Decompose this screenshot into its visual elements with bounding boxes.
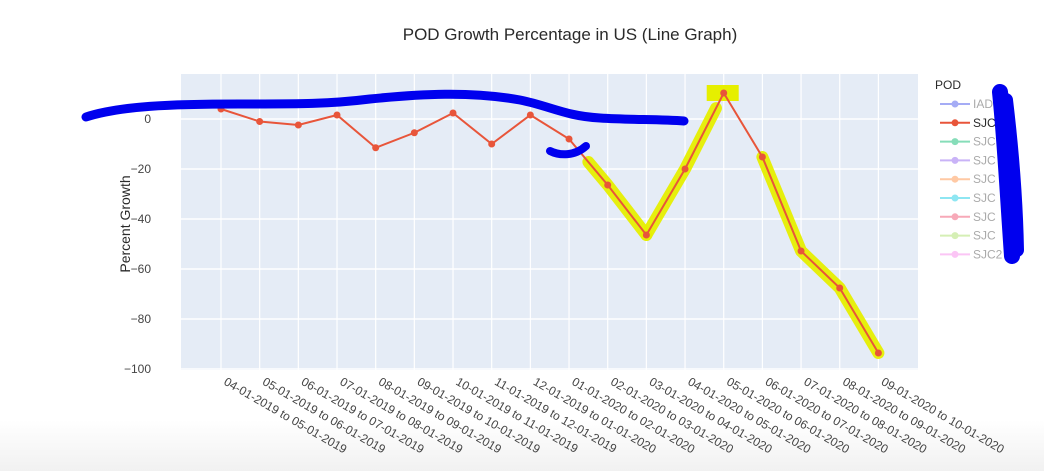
legend-swatch-marker — [951, 194, 959, 202]
legend-item[interactable]: SJC2 — [940, 247, 1003, 261]
data-point[interactable] — [874, 349, 882, 357]
legend-swatch-marker — [951, 138, 959, 146]
legend-item-label[interactable]: IAD — [973, 97, 993, 111]
legend-swatch-marker — [951, 119, 959, 127]
legend-item[interactable]: SJC — [940, 172, 996, 186]
blue-scribble-small — [546, 142, 590, 159]
y-tick-label: −60 — [131, 262, 152, 276]
legend-item[interactable]: SJC — [940, 210, 996, 224]
y-axis-label: Percent Growth — [117, 175, 133, 272]
legend-item-label[interactable]: SJC — [973, 135, 996, 149]
data-point[interactable] — [797, 247, 805, 255]
legend-item[interactable]: SJC — [940, 229, 996, 243]
legend-item[interactable]: IAD — [940, 97, 993, 111]
legend-item-label[interactable]: SJC — [973, 172, 996, 186]
y-tick-label: −20 — [131, 162, 152, 176]
y-tick-label: −80 — [131, 312, 152, 326]
data-point[interactable] — [333, 111, 341, 119]
legend-swatch-marker — [951, 250, 959, 258]
legend-swatch-marker — [951, 175, 959, 183]
legend-item-label[interactable]: SJC — [973, 229, 996, 243]
data-point[interactable] — [642, 231, 650, 239]
y-tick-label: 0 — [144, 112, 151, 126]
legend-item-label[interactable]: SJC2 — [973, 247, 1003, 261]
y-tick-label: −40 — [131, 212, 152, 226]
legend: POD IAD SJC SJC SJC SJC SJC SJC SJC SJC2 — [935, 78, 1003, 261]
data-point[interactable] — [681, 165, 689, 173]
x-gridlines — [220, 74, 879, 370]
legend-item-label[interactable]: SJC — [973, 210, 996, 224]
data-point[interactable] — [294, 121, 302, 129]
data-point[interactable] — [410, 129, 418, 137]
page-bottom-fade — [0, 420, 1044, 471]
legend-item[interactable]: SJC — [940, 153, 996, 167]
legend-item-label[interactable]: SJC — [973, 116, 996, 130]
legend-item[interactable]: SJC — [940, 116, 996, 130]
data-point[interactable] — [604, 181, 612, 189]
data-point[interactable] — [720, 89, 728, 97]
legend-swatch-marker — [951, 213, 959, 221]
blue-scribble-legend-2 — [999, 93, 1024, 257]
data-point[interactable] — [449, 109, 457, 117]
data-point[interactable] — [372, 144, 380, 152]
data-point[interactable] — [836, 284, 844, 292]
legend-item[interactable]: SJC — [940, 191, 996, 205]
series-layer — [217, 89, 882, 357]
series-line — [220, 90, 880, 354]
legend-item-label[interactable]: SJC — [973, 191, 996, 205]
legend-title: POD — [935, 78, 961, 92]
data-point[interactable] — [758, 153, 766, 161]
chart-title: POD Growth Percentage in US (Line Graph) — [403, 25, 737, 44]
legend-swatch-marker — [951, 156, 959, 164]
y-tick-label: −100 — [124, 362, 151, 376]
y-gridlines — [181, 118, 918, 370]
data-point[interactable] — [256, 118, 264, 125]
data-point[interactable] — [526, 111, 534, 119]
y-axis-ticks: 0 −20 −40 −60 −80 −100 — [124, 112, 151, 376]
legend-item-label[interactable]: SJC — [973, 153, 996, 167]
data-point[interactable] — [488, 140, 496, 148]
blue-scribble-top — [81, 89, 689, 126]
legend-item[interactable]: SJC — [940, 135, 996, 149]
blue-marker-annotations — [81, 84, 1024, 264]
legend-swatch-marker — [951, 232, 959, 240]
legend-swatch-marker — [951, 100, 959, 108]
data-point[interactable] — [565, 135, 573, 143]
